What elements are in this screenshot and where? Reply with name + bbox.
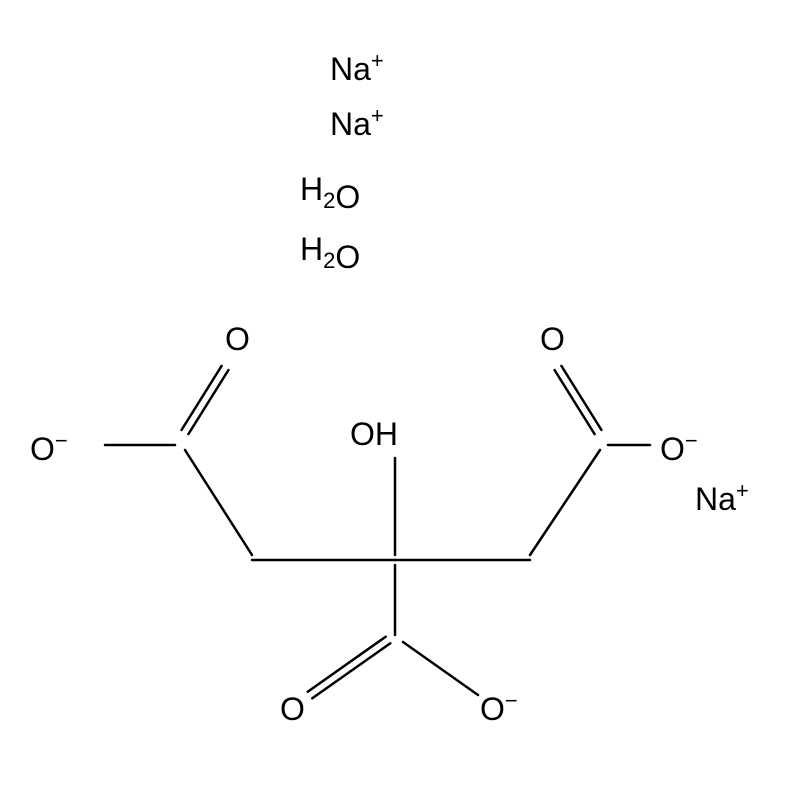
atom-O_dbl_L: O: [225, 321, 250, 357]
atom-O_neg_B: O−: [480, 688, 518, 727]
atom-O_neg_L: O−: [30, 428, 68, 467]
atom-O_dbl_R: O: [540, 321, 565, 357]
atom-O_neg_R: O−: [660, 428, 698, 467]
atom-O_dbl_B: O: [280, 691, 305, 727]
atom-na2: Na+: [330, 103, 384, 142]
atom-na3: Na+: [695, 478, 749, 517]
atom-na1: Na+: [330, 48, 384, 87]
atom-h2o1: H2O: [300, 171, 360, 215]
atom-h2o2: H2O: [300, 231, 360, 275]
atom-OH: OH: [350, 416, 398, 452]
